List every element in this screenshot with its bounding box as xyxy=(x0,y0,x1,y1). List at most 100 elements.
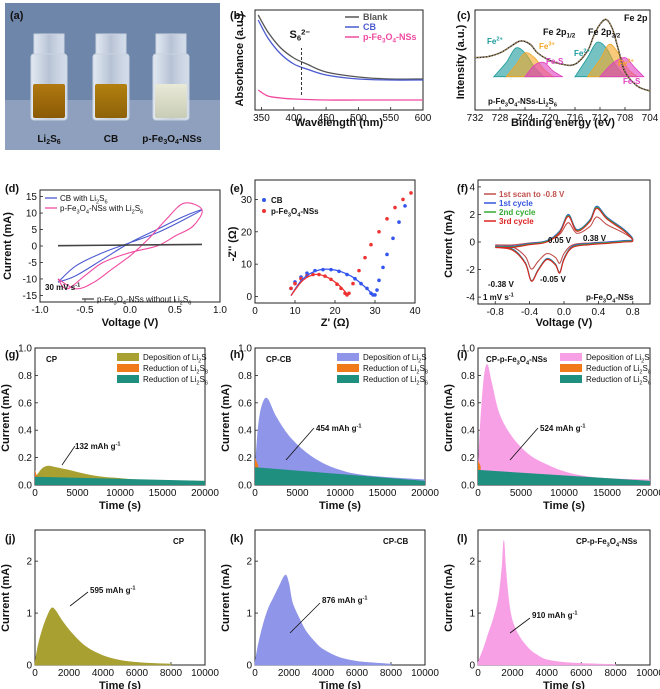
plot-frame xyxy=(474,9,651,111)
x-axis-label: Time (s) xyxy=(319,680,361,689)
y-tick-label: 1.0 xyxy=(238,344,252,355)
text-part: -1 xyxy=(509,293,514,299)
x-tick-label: 40 xyxy=(409,306,421,317)
y-tick-label: 0.0 xyxy=(238,481,252,492)
y-tick-label: 0.0 xyxy=(18,481,32,492)
photo-panel: (a) Li2S6 CB p-Fe3O4-NSs xyxy=(5,3,220,150)
x-axis-label: Voltage (V) xyxy=(102,317,159,329)
peak-label-fe3-b: Fe3+ xyxy=(618,59,634,69)
x-tick-label: -0.4 xyxy=(521,307,539,318)
text-part: p-Fe xyxy=(97,295,114,304)
data-point xyxy=(293,281,297,286)
legend-swatch xyxy=(337,353,359,361)
y-tick-label: 0.8 xyxy=(238,371,252,382)
x-tick-label: 2000 xyxy=(58,668,81,679)
capacity-label: 454 mAh g-1 xyxy=(316,424,361,434)
text-part: S xyxy=(420,364,425,373)
peak-label-2p32: Fe 2p3/2 xyxy=(588,27,621,40)
x-tick-label: 30 xyxy=(369,306,381,317)
x-tick-label: 724 xyxy=(517,113,534,124)
vial-label-cb: CB xyxy=(104,134,118,145)
x-tick-label: 4000 xyxy=(92,668,115,679)
data-point xyxy=(347,291,351,296)
x-tick-label: 15000 xyxy=(149,488,177,499)
data-point xyxy=(385,252,389,257)
vial-label-part: -NSs xyxy=(179,134,202,145)
panel-title: CP-p-Fe3O4-NSs xyxy=(486,355,548,367)
data-point xyxy=(357,268,361,273)
text-part: 2 xyxy=(416,381,419,387)
text-part: 2+ xyxy=(496,37,503,43)
text-part: O xyxy=(508,97,514,106)
text-part: 2 xyxy=(180,301,183,307)
text-part: CP-p-Fe xyxy=(486,355,517,364)
y-axis-label: Current (mA) xyxy=(0,384,12,452)
peak-component xyxy=(599,57,645,78)
legend-entry: Deposition of Li2S xyxy=(363,353,427,365)
text-part: 2 xyxy=(198,359,201,365)
vial-label-sub: 4 xyxy=(175,139,179,146)
x-tick-label: 708 xyxy=(617,113,634,124)
chart-deposition-i: (i) 0 5000 10000 15000 20000 0.0 0.2 0.4 0.6 0.8 1.… xyxy=(443,344,660,513)
text-part: 132 mAh g xyxy=(75,442,116,451)
x-axis-label: Time (s) xyxy=(319,500,361,512)
y-tick-label: 2 xyxy=(469,210,475,221)
y-axis-label: Current (mA) xyxy=(220,564,232,632)
legend-entry: Reduction of Li2S6 xyxy=(143,375,208,387)
text-part: 4 xyxy=(297,213,301,219)
legend-entry: 2nd cycle xyxy=(499,208,536,217)
panel-title: CP-CB xyxy=(383,537,409,546)
text-part: 4 xyxy=(123,301,126,307)
capacity-pointer xyxy=(285,427,315,461)
vial-label-part: CB xyxy=(104,134,118,145)
y-tick-label: 30 xyxy=(241,195,253,206)
capacity-label: 910 mAh g-1 xyxy=(532,611,577,621)
peak-label-2p12: Fe 2p1/2 xyxy=(543,27,576,40)
text-part: -NSs xyxy=(529,355,548,364)
chart-uv-vis: (b) 350 400 450 500 550 600 S62− Wavelength (nm)… xyxy=(230,9,432,129)
y-tick-label: -4 xyxy=(466,293,475,304)
data-point xyxy=(377,229,381,234)
text-part: Deposition of Li xyxy=(586,353,641,362)
x-tick-label: 20 xyxy=(329,306,341,317)
x-tick-label: 0 xyxy=(252,488,258,499)
x-tick-label: 500 xyxy=(350,113,367,124)
peak-label: -0.38 V xyxy=(488,280,514,289)
fit-arc-fe xyxy=(290,273,349,297)
chart-dissolution-j: (j) 0 2000 4000 6000 8000 10000 0 1 2 CP 595 mAh g-… xyxy=(0,529,219,689)
text-part: 30 mV s xyxy=(45,283,76,292)
y-tick-label: 0.6 xyxy=(238,398,252,409)
chart-dissolution-k: (k) 0 2000 4000 6000 8000 10000 0 1 2 CP-CB 876 mAh… xyxy=(220,529,439,689)
x-tick-label: -1.0 xyxy=(31,305,49,316)
text-part: Fe xyxy=(618,59,628,68)
y-tick-label: 0 xyxy=(246,292,252,303)
y-tick-label: 2 xyxy=(246,557,252,568)
vial-label-sub: 3 xyxy=(163,139,167,146)
x-tick-label: 6000 xyxy=(126,668,149,679)
x-tick-label: -0.5 xyxy=(76,305,94,316)
panel-label-j: (j) xyxy=(5,533,16,545)
sample-label: p-Fe3O4-NSs-Li2S6 xyxy=(488,97,557,109)
x-tick-label: 8000 xyxy=(160,668,183,679)
dissolution-area xyxy=(34,607,172,666)
text-part: O xyxy=(610,537,616,546)
x-tick-label: -0.8 xyxy=(487,307,505,318)
x-tick-label: 20000 xyxy=(411,488,439,499)
legend-entry: p-Fe3O4-NSs with Li2S6 xyxy=(60,204,143,216)
legend-swatch xyxy=(560,375,582,383)
x-tick-label: 0.5 xyxy=(168,305,182,316)
data-point xyxy=(391,236,395,241)
y-tick-label: 0.8 xyxy=(461,371,475,382)
text-part: 3/2 xyxy=(612,33,621,40)
text-part: 4 xyxy=(514,103,518,109)
y-tick-label: 1 xyxy=(469,609,475,620)
text-part: p-Fe xyxy=(60,204,77,213)
chart-dissolution-l: (l) 0 2000 4000 6000 8000 10000 0 1 2 CP-p-Fe3O4-N… xyxy=(443,529,660,689)
y-tick-label: 0.2 xyxy=(18,453,32,464)
y-tick-label: 1.0 xyxy=(461,344,475,355)
text-part: 4 xyxy=(393,38,397,45)
text-part: Fe 2p xyxy=(543,27,567,37)
text-part: Deposition of Li xyxy=(363,353,418,362)
series-line-3 xyxy=(257,89,423,101)
data-point xyxy=(375,288,379,292)
